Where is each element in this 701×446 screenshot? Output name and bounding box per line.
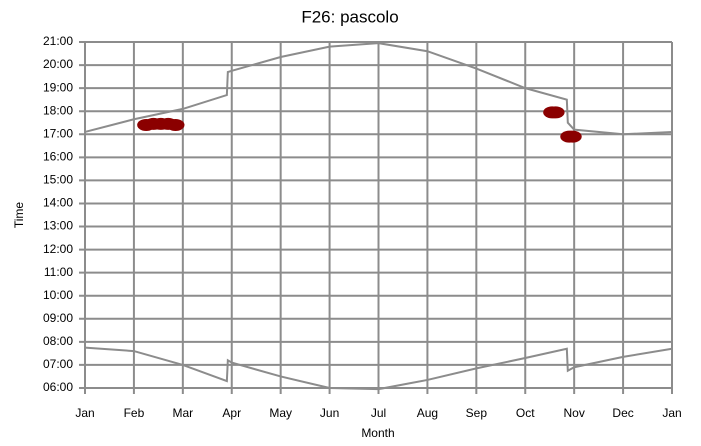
line: [84, 42, 673, 136]
x-tick-label: May: [269, 406, 292, 420]
y-tick-label: 06:00: [43, 380, 73, 394]
x-tick-label: Jan: [662, 406, 681, 420]
y-tick-label: 07:00: [43, 357, 73, 371]
x-tick-label: Sep: [466, 406, 488, 420]
line: [84, 346, 673, 391]
x-tick-label: Jan: [75, 406, 94, 420]
x-tick-label: Aug: [417, 406, 438, 420]
y-tick-label: 09:00: [43, 311, 73, 325]
y-tick-label: 12:00: [43, 242, 73, 256]
point: [546, 106, 565, 119]
point: [166, 119, 185, 132]
x-tick-label: Jul: [371, 406, 386, 420]
point: [563, 130, 582, 143]
x-tick-label: Oct: [516, 406, 535, 420]
y-axis-label: Time: [12, 202, 26, 229]
x-tick-label: Dec: [612, 406, 633, 420]
y-tick-label: 15:00: [43, 173, 73, 187]
y-tick-label: 16:00: [43, 150, 73, 164]
x-tick-label: Mar: [172, 406, 193, 420]
y-tick-label: 10:00: [43, 288, 73, 302]
y-tick-label: 19:00: [43, 80, 73, 94]
x-tick-label: Feb: [124, 406, 145, 420]
y-tick-label: 21:00: [43, 34, 73, 48]
x-tick-label: Jun: [320, 406, 339, 420]
y-tick-label: 13:00: [43, 219, 73, 233]
y-tick-label: 14:00: [43, 196, 73, 210]
y-tick-label: 18:00: [43, 103, 73, 117]
x-axis-label: Month: [361, 426, 394, 440]
x-tick-label: Apr: [222, 406, 241, 420]
y-tick-label: 11:00: [44, 265, 73, 279]
chart-title: F26: pascolo: [301, 7, 398, 26]
y-tick-label: 20:00: [43, 57, 73, 71]
y-tick-label: 08:00: [43, 334, 73, 348]
y-tick-label: 17:00: [43, 126, 73, 140]
x-tick-label: Nov: [563, 406, 584, 420]
